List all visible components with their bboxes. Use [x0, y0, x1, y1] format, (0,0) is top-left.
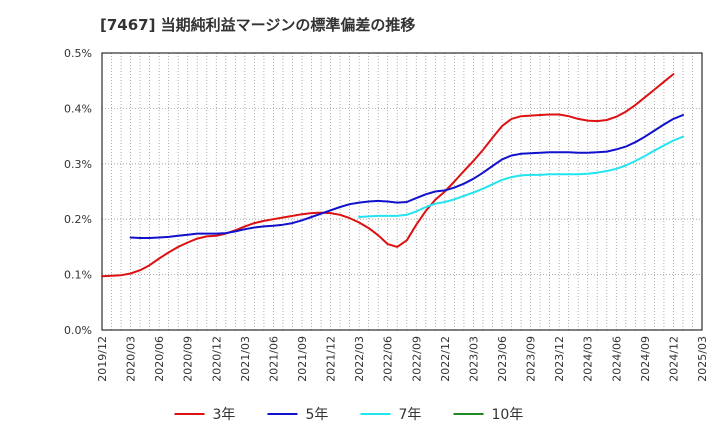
x-tick-label: 2020/03 [125, 336, 138, 382]
x-tick-label: 2022/03 [353, 336, 366, 382]
x-tick-label: 2024/12 [667, 336, 680, 382]
plot-frame [101, 52, 703, 331]
legend-label: 3年 [213, 407, 236, 423]
series-line [129, 114, 684, 239]
legend: 3年 5年 7年 10年 [174, 407, 524, 423]
x-tick-label: 2019/12 [96, 336, 109, 382]
series-lines [101, 73, 684, 278]
x-tick-label: 2020/12 [210, 336, 223, 382]
x-axis-ticks: 2019/12 2020/03 2020/06 2020/09 2020/12 2021/… [96, 336, 709, 382]
y-tick-label: 0.3% [64, 158, 92, 171]
x-tick-label: 2023/09 [525, 336, 538, 382]
y-tick-label: 0.0% [64, 324, 92, 337]
x-tick-label: 2023/03 [467, 336, 480, 382]
x-tick-label: 2024/06 [610, 336, 623, 382]
y-tick-label: 0.2% [64, 213, 92, 226]
x-tick-label: 2024/09 [639, 336, 652, 382]
y-axis-ticks: 0.0% 0.1% 0.2% 0.3% 0.4% 0.5% [64, 47, 92, 337]
x-tick-label: 2025/03 [696, 336, 709, 382]
y-tick-label: 0.5% [64, 47, 92, 60]
x-tick-label: 2021/09 [296, 336, 309, 382]
x-tick-label: 2020/09 [182, 336, 195, 382]
plot-background [102, 53, 702, 330]
legend-label: 10年 [492, 407, 524, 423]
series-line [358, 135, 684, 218]
legend-label: 5年 [306, 407, 329, 423]
x-tick-label: 2021/12 [325, 336, 338, 382]
y-tick-label: 0.4% [64, 102, 92, 115]
x-tick-label: 2021/03 [239, 336, 252, 382]
x-tick-label: 2021/06 [267, 336, 280, 382]
x-tick-label: 2022/06 [382, 336, 395, 382]
x-tick-label: 2024/03 [582, 336, 595, 382]
x-tick-label: 2020/06 [153, 336, 166, 382]
x-tick-label: 2023/12 [553, 336, 566, 382]
x-tick-label: 2023/06 [496, 336, 509, 382]
legend-label: 7年 [399, 407, 422, 423]
y-tick-label: 0.1% [64, 269, 92, 282]
x-tick-label: 2022/12 [439, 336, 452, 382]
x-tick-label: 2022/09 [410, 336, 423, 382]
series-line [101, 73, 675, 278]
chart-title: [7467] 当期純利益マージンの標準偏差の推移 [100, 16, 416, 34]
